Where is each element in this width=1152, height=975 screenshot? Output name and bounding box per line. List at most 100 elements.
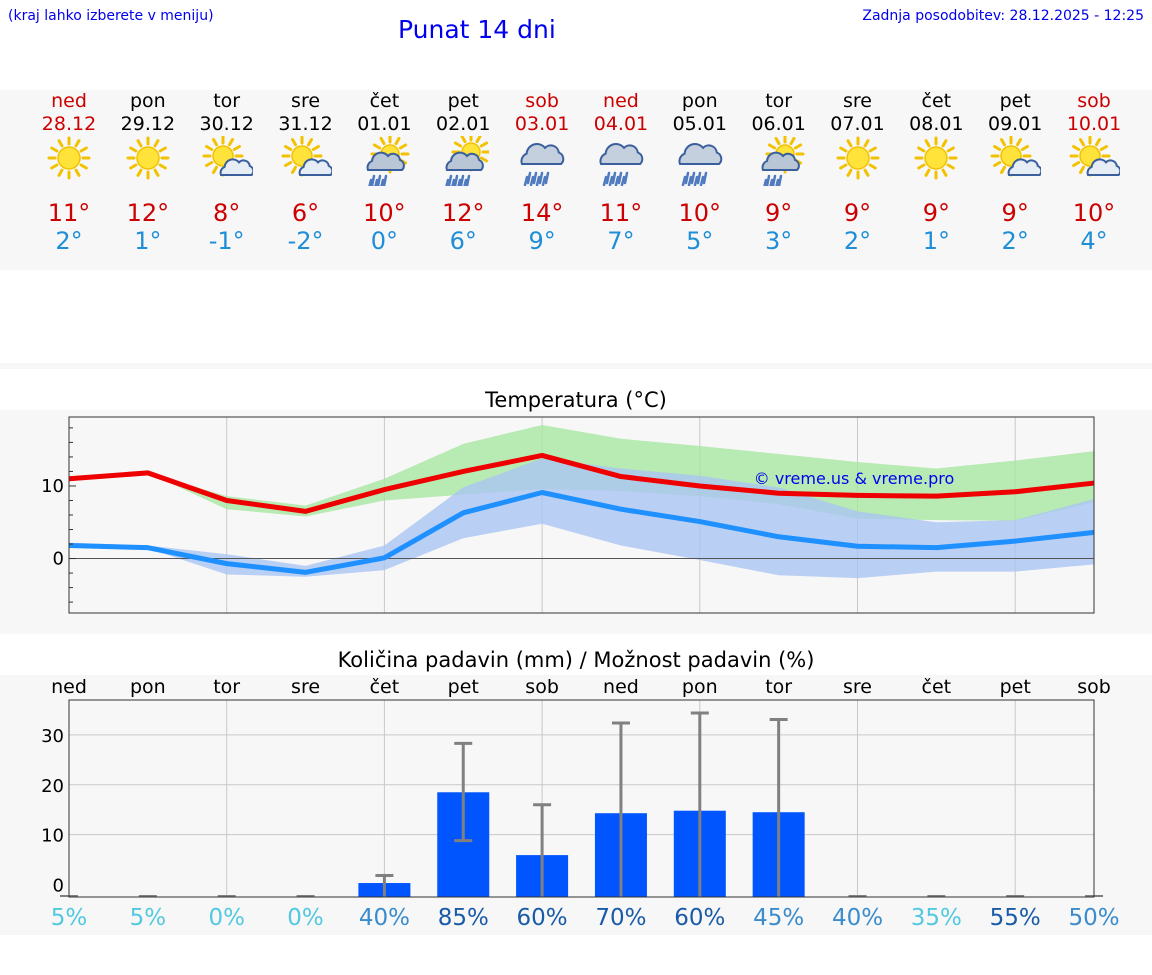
precipitation-day-label: ned: [51, 676, 87, 698]
min-temp: 1°: [134, 227, 162, 255]
day-name: pet: [999, 90, 1031, 112]
precipitation-day-label: pon: [129, 676, 166, 698]
day-date: 04.01: [593, 113, 649, 135]
day-name: sre: [291, 90, 321, 112]
max-temp: 14°: [520, 199, 564, 227]
min-temp: 7°: [607, 227, 635, 255]
min-temp: 0°: [370, 227, 399, 255]
precipitation-day-label: čet: [369, 676, 400, 698]
max-temp: 11°: [47, 199, 91, 227]
min-temp: 6°: [449, 227, 477, 255]
max-temp: 12°: [441, 199, 485, 227]
min-temp: 2°: [55, 227, 83, 255]
precipitation-probability: 0%: [287, 905, 324, 931]
sun-cloud-rain-icon: [366, 136, 410, 186]
day-name: pon: [129, 90, 166, 112]
forecast-strip: [0, 90, 1152, 270]
temperature-y-tick-label: 0: [53, 549, 64, 570]
max-temp: 12°: [126, 199, 170, 227]
day-date: 03.01: [514, 113, 570, 135]
precipitation-probability: 35%: [910, 905, 962, 931]
last-update: Zadnja posodobitev: 28.12.2025 - 12:25: [862, 8, 1144, 24]
day-name: pon: [681, 90, 718, 112]
precipitation-y-tick-label: 10: [41, 826, 64, 847]
sunny-icon: [836, 136, 879, 180]
day-date: 30.12: [199, 113, 254, 135]
precipitation-y-tick-label: 0: [53, 876, 64, 897]
precipitation-y-tick-label: 20: [41, 776, 64, 797]
precipitation-day-label: čet: [921, 676, 952, 698]
day-date: 07.01: [830, 113, 885, 135]
precipitation-day-label: pet: [999, 676, 1031, 698]
min-temp: 4°: [1080, 227, 1108, 255]
temperature-chart-title: Temperatura (°C): [485, 388, 667, 412]
separator: [0, 363, 1152, 369]
precipitation-probability: 50%: [1068, 905, 1120, 931]
min-temp: -1°: [208, 227, 245, 255]
max-temp: 9°: [843, 199, 872, 227]
precipitation-day-label: tor: [213, 676, 241, 698]
sunny-icon: [47, 136, 91, 180]
precipitation-probability: 70%: [595, 905, 647, 931]
page-title: Punat 14 dni: [398, 15, 556, 44]
precipitation-y-tick-label: 30: [41, 726, 64, 747]
max-temp: 9°: [765, 199, 793, 227]
sun-cloud-rain-icon: [761, 136, 805, 186]
precipitation-probability: 55%: [989, 905, 1041, 931]
max-temp-line: [68, 452, 1095, 514]
precipitation-probability: 85%: [437, 905, 489, 931]
max-temp: 10°: [1072, 199, 1116, 227]
min-temp: 1°: [922, 227, 950, 255]
day-date: 29.12: [120, 113, 176, 135]
precipitation-day-label: pet: [447, 676, 479, 698]
precipitation-day-label: sre: [291, 676, 321, 698]
precipitation-probability: 5%: [50, 905, 88, 931]
max-temp: 11°: [599, 199, 643, 227]
cloud-rain-icon: [520, 143, 565, 186]
max-temp: 6°: [291, 199, 320, 227]
day-name: sre: [843, 90, 872, 112]
precipitation-probability: 0%: [208, 905, 245, 931]
day-name: tor: [765, 90, 793, 112]
max-temp: 8°: [213, 199, 241, 227]
day-date: 28.12: [41, 113, 97, 135]
day-date: 09.01: [987, 113, 1043, 135]
precipitation-probability: 40%: [831, 905, 884, 931]
watermark: © vreme.us & vreme.pro: [754, 469, 955, 488]
day-date: 01.01: [357, 113, 412, 135]
precipitation-day-label: tor: [765, 676, 793, 698]
min-temp: 2°: [1001, 227, 1029, 255]
sunny-icon: [914, 136, 958, 180]
max-temp: 10°: [678, 199, 722, 227]
precipitation-chart-title: Količina padavin (mm) / Možnost padavin …: [337, 648, 815, 672]
min-temp: 9°: [528, 227, 556, 255]
precipitation-probability: 45%: [753, 905, 805, 931]
precipitation-probability: 40%: [358, 905, 410, 931]
day-name: ned: [603, 90, 639, 112]
sun-cloud-icon: [990, 136, 1042, 177]
day-date: 05.01: [672, 113, 727, 135]
sunny-icon: [126, 136, 170, 180]
sun-cloud-icon: [202, 136, 253, 177]
precipitation-probability: 5%: [129, 905, 167, 931]
precipitation-day-label: sob: [525, 676, 559, 698]
day-name: čet: [369, 90, 400, 112]
day-name: čet: [921, 90, 952, 112]
day-date: 02.01: [436, 113, 491, 135]
max-temp: 9°: [1001, 199, 1029, 227]
day-date: 31.12: [278, 113, 333, 135]
cloud-rain-icon: [678, 143, 723, 186]
day-name: ned: [51, 90, 87, 112]
precipitation-plot-frame: [68, 699, 1095, 898]
min-temp: 2°: [843, 227, 872, 255]
precipitation-day-label: sob: [1077, 676, 1111, 698]
sun-cloud-heavy-rain-icon: [445, 136, 490, 186]
precipitation-day-label: ned: [603, 676, 639, 698]
precipitation-probability: 60%: [516, 905, 568, 931]
precipitation-plot-area: [69, 700, 1094, 897]
temperature-y-tick-label: 10: [41, 476, 64, 497]
min-temp: 5°: [686, 227, 714, 255]
cloud-rain-icon: [599, 143, 644, 186]
precipitation-probability: 60%: [674, 905, 726, 931]
day-date: 06.01: [751, 113, 806, 135]
